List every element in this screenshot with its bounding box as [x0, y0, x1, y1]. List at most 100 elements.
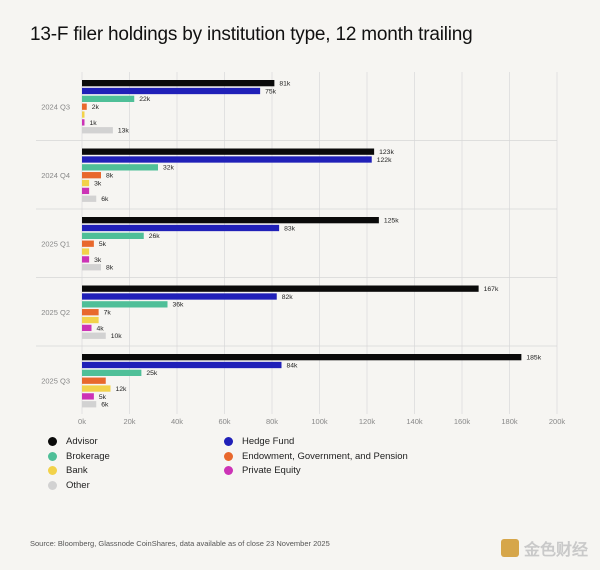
legend-label-other: Other [66, 479, 90, 491]
bar [82, 385, 111, 392]
data-label: 83k [284, 225, 296, 232]
legend-item-endowment: Endowment, Government, and Pension [224, 451, 408, 462]
bar [82, 393, 94, 400]
bar [82, 248, 90, 255]
data-label: 7k [104, 310, 112, 317]
data-label: 26k [149, 233, 161, 240]
legend-label-advisor: Advisor [66, 436, 98, 447]
bar [82, 195, 97, 202]
data-label: 6k [101, 402, 109, 409]
bar [82, 301, 168, 308]
bar [82, 187, 90, 195]
data-label: 185k [526, 355, 541, 362]
legend-swatch-private-equity [224, 466, 233, 475]
data-label: 81k [279, 81, 291, 88]
bar [82, 232, 144, 239]
bar [82, 369, 142, 376]
legend-item-private-equity: Private Equity [224, 465, 301, 476]
data-label: 12k [116, 386, 128, 393]
bar [82, 316, 99, 324]
x-tick-label: 180k [501, 417, 518, 426]
x-tick-label: 160k [454, 417, 471, 426]
data-label: 8k [106, 173, 114, 180]
bar [82, 332, 106, 339]
data-label: 32k [163, 165, 175, 172]
bar [82, 80, 275, 87]
x-tick-label: 60k [218, 417, 230, 426]
legend-label-private-equity: Private Equity [242, 465, 301, 476]
legend-item-advisor: Advisor [48, 436, 98, 447]
category-label: 2024 Q3 [41, 102, 70, 111]
category-label: 2025 Q1 [41, 239, 70, 248]
bar [82, 172, 101, 179]
bar [82, 324, 92, 332]
data-label: 123k [379, 149, 394, 156]
data-label: 5k [99, 241, 107, 248]
data-label: 1k [90, 120, 98, 127]
bar [82, 285, 479, 292]
x-tick-label: 140k [406, 417, 423, 426]
data-label: 2k [92, 104, 100, 111]
bar [82, 224, 280, 232]
bar [82, 127, 113, 134]
data-label: 3k [94, 180, 102, 187]
legend-item-other: Other [48, 480, 90, 491]
bar [82, 156, 372, 163]
watermark-logo-icon [500, 539, 519, 557]
bar [82, 164, 158, 171]
bar [82, 119, 85, 126]
category-label: 2024 Q4 [41, 171, 70, 180]
data-label: 75k [265, 88, 277, 95]
bar [82, 309, 99, 316]
bar [82, 148, 375, 155]
data-label: 125k [384, 218, 399, 225]
x-tick-label: 80k [266, 417, 278, 426]
chart-title: 13-F filer holdings by institution type,… [30, 24, 473, 45]
data-label: 8k [106, 265, 114, 272]
bar [82, 256, 90, 263]
bar [82, 240, 94, 247]
legend-label-brokerage: Brokerage [66, 450, 110, 462]
data-label: 3k [94, 257, 102, 264]
legend-swatch-advisor [48, 437, 57, 446]
source-note: Source: Bloomberg, Glassnode CoinShares,… [30, 539, 330, 548]
legend-swatch-bank [48, 466, 57, 475]
data-label: 4k [97, 325, 105, 332]
bar [82, 87, 261, 95]
bar [82, 264, 101, 271]
category-label: 2025 Q3 [41, 376, 70, 385]
bar [82, 95, 135, 102]
data-label: 36k [173, 302, 185, 309]
bar [82, 179, 90, 187]
legend-label-bank: Bank [66, 465, 88, 476]
category-label: 2025 Q2 [41, 308, 70, 317]
data-label: 25k [146, 370, 158, 377]
legend-item-brokerage: Brokerage [48, 451, 110, 462]
bar [82, 377, 106, 384]
data-label: 22k [139, 96, 151, 103]
x-tick-label: 200k [549, 417, 566, 426]
legend-swatch-brokerage [48, 451, 57, 461]
legend-label-endowment: Endowment, Government, and Pension [242, 450, 408, 462]
legend-item-bank: Bank [48, 465, 88, 476]
bar [82, 354, 522, 361]
x-tick-label: 20k [123, 417, 135, 426]
bar [82, 361, 282, 369]
x-tick-label: 40k [171, 417, 183, 426]
legend-swatch-other [48, 480, 57, 490]
bar [82, 111, 85, 118]
data-label: 84k [287, 362, 299, 369]
data-label: 10k [111, 333, 123, 340]
x-tick-label: 0k [78, 417, 86, 426]
x-tick-label: 120k [359, 417, 376, 426]
data-label: 122k [377, 157, 392, 164]
bar [82, 401, 97, 408]
bar-chart: 0k 20k 40k 60k 80k 100k 120k 140k 160k 180k 200k 20… [36, 72, 566, 426]
data-label: 13k [118, 128, 130, 135]
watermark: 金色财经 [500, 536, 588, 560]
bar [82, 217, 379, 224]
bar [82, 293, 277, 300]
data-label: 167k [484, 286, 499, 293]
data-label: 5k [99, 394, 107, 401]
legend-item-hedge-fund: Hedge Fund [224, 436, 294, 447]
